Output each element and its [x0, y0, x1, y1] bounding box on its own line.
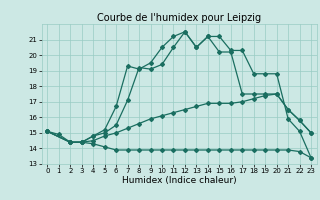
X-axis label: Humidex (Indice chaleur): Humidex (Indice chaleur) — [122, 176, 236, 185]
Title: Courbe de l'humidex pour Leipzig: Courbe de l'humidex pour Leipzig — [97, 13, 261, 23]
